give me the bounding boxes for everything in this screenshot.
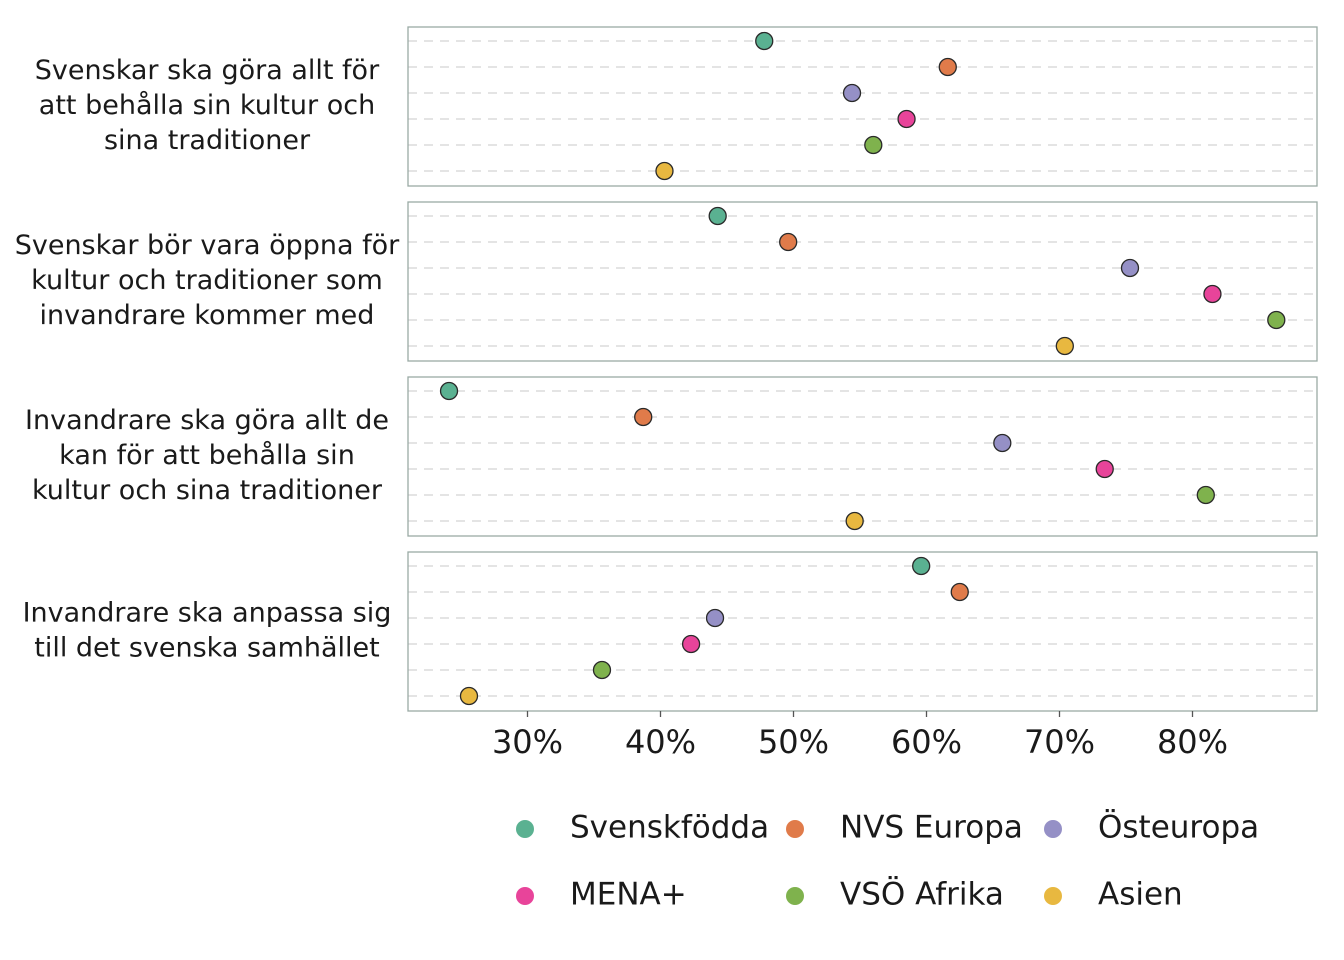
- legend: Svenskfödda NVS Europa Östeuropa MENA+ VSÖ A…: [516, 809, 1259, 913]
- data-point: [1196, 485, 1215, 505]
- legend-item: Östeuropa: [1044, 809, 1259, 846]
- chart-panels: Svenskar ska göra allt för att behålla si…: [15, 26, 1318, 712]
- x-tick-label: 60%: [891, 723, 962, 761]
- data-point: [897, 109, 916, 129]
- data-point: [705, 608, 725, 628]
- data-point: [845, 511, 864, 531]
- x-tick-label: 30%: [492, 723, 563, 761]
- data-point: [864, 135, 883, 155]
- data-point: [842, 83, 862, 103]
- facet-panel: Svenskar ska göra allt för att behålla si…: [35, 26, 1318, 187]
- x-tick-label: 70%: [1024, 723, 1095, 761]
- panel-label-line: Invandrare ska anpassa sig: [23, 598, 392, 629]
- panel-label-line: Svenskar bör vara öppna för: [15, 230, 400, 261]
- panel-label-line: Invandrare ska göra allt de: [25, 405, 389, 436]
- data-point: [1055, 336, 1074, 356]
- legend-swatch: [516, 820, 534, 838]
- x-tick-label: 50%: [758, 723, 829, 761]
- panel-label-line: invandrare kommer med: [40, 300, 375, 331]
- panel-label-line: kultur och traditioner som: [31, 265, 383, 296]
- data-point: [755, 31, 774, 51]
- data-point: [1203, 284, 1222, 304]
- data-point: [634, 407, 653, 427]
- data-point: [950, 582, 969, 602]
- panel-border: [407, 376, 1318, 537]
- data-point: [1267, 310, 1286, 330]
- x-axis: 30% 40% 50% 60% 70% 80%: [492, 711, 1228, 761]
- legend-label: NVS Europa: [840, 810, 1023, 846]
- facet-panel: Svenskar bör vara öppna för kultur och tr…: [15, 201, 1318, 362]
- data-point: [592, 660, 612, 680]
- legend-item: Svenskfödda: [516, 810, 769, 846]
- panel-border: [407, 26, 1318, 187]
- facet-panel: Invandrare ska anpassa sig till det svens…: [23, 551, 1318, 712]
- legend-label: Asien: [1098, 877, 1183, 913]
- panel-label-line: att behålla sin kultur och: [39, 90, 375, 121]
- data-point: [459, 686, 479, 706]
- legend-label: VSÖ Afrika: [840, 876, 1004, 913]
- data-point: [708, 206, 727, 226]
- legend-swatch: [1044, 887, 1062, 905]
- data-point: [779, 232, 798, 252]
- legend-item: Asien: [1044, 877, 1183, 913]
- data-point: [912, 556, 931, 576]
- legend-label: Svenskfödda: [570, 810, 769, 846]
- legend-label: MENA+: [570, 877, 687, 913]
- facet-panel: Invandrare ska göra allt de kan för att b…: [25, 376, 1318, 537]
- data-point: [655, 161, 674, 181]
- legend-swatch: [786, 887, 804, 905]
- legend-label: Östeuropa: [1098, 809, 1259, 846]
- data-point: [1095, 459, 1114, 479]
- legend-swatch: [786, 820, 804, 838]
- x-tick-label: 80%: [1157, 723, 1228, 761]
- legend-swatch: [516, 887, 534, 905]
- panel-label-line: till det svenska samhället: [34, 633, 380, 664]
- panel-border: [407, 201, 1318, 362]
- data-point: [938, 57, 957, 77]
- panel-border: [407, 551, 1318, 712]
- panel-label-line: kan för att behålla sin: [59, 440, 355, 471]
- data-point: [993, 433, 1012, 453]
- panel-label-line: kultur och sina traditioner: [32, 475, 383, 506]
- data-point: [681, 634, 701, 654]
- panel-label-line: sina traditioner: [104, 125, 311, 156]
- x-tick-label: 40%: [625, 723, 696, 761]
- data-point: [439, 381, 459, 401]
- data-point: [1120, 258, 1140, 278]
- panel-label-line: Svenskar ska göra allt för: [35, 55, 380, 86]
- legend-item: VSÖ Afrika: [786, 876, 1004, 913]
- legend-item: MENA+: [516, 877, 687, 913]
- legend-item: NVS Europa: [786, 810, 1023, 846]
- legend-swatch: [1044, 820, 1062, 838]
